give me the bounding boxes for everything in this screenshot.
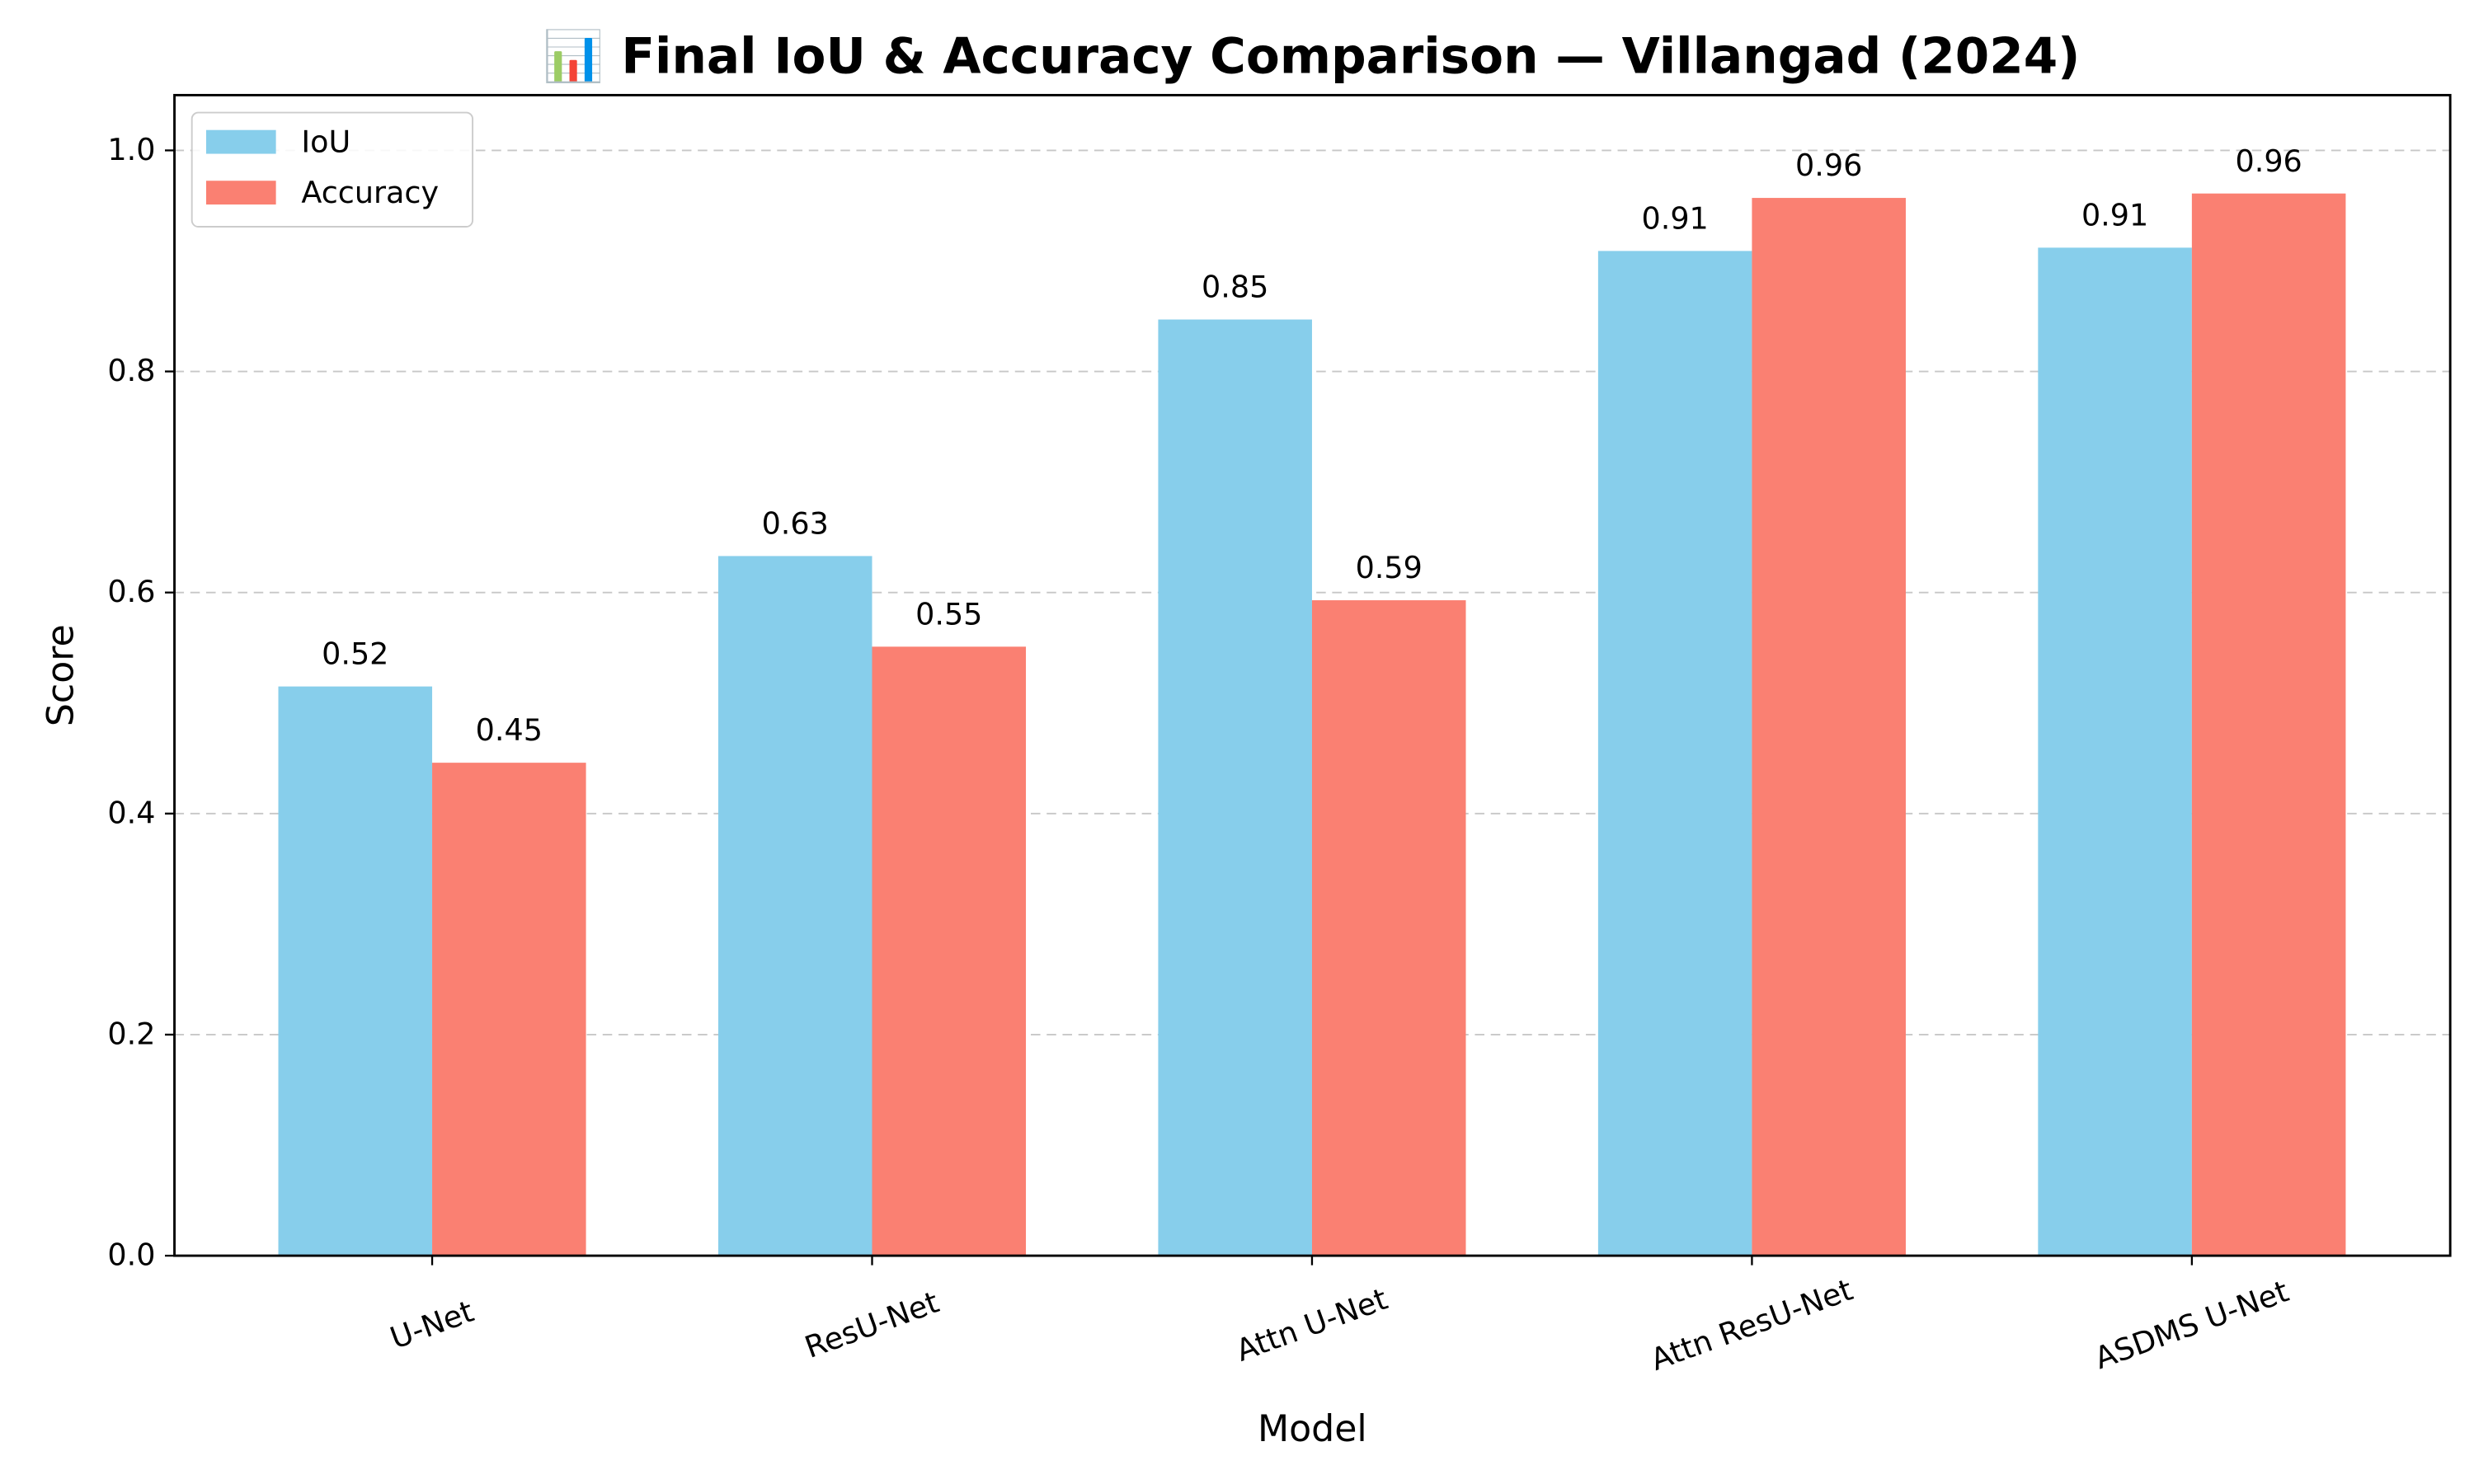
y-tick-label: 0.8 — [107, 353, 155, 388]
data-label: 0.96 — [2235, 143, 2302, 179]
x-tick-label: ResU-Net — [800, 1284, 943, 1365]
data-label: 0.85 — [1202, 270, 1268, 305]
y-tick-label: 0.2 — [107, 1016, 155, 1051]
x-tick-label: ASDMS U-Net — [2090, 1273, 2293, 1376]
y-axis-ticks: 0.0 0.2 0.4 0.6 0.8 1.0 — [107, 132, 175, 1273]
bar-iou-2 — [1158, 319, 1312, 1256]
bar-accuracy-0 — [432, 763, 586, 1256]
x-tick-label: U-Net — [385, 1294, 477, 1356]
bar-accuracy-4 — [2191, 193, 2346, 1256]
data-label: 0.63 — [762, 506, 829, 542]
y-axis-label: Score — [40, 624, 82, 726]
legend: IoU Accuracy — [190, 111, 474, 228]
data-labels: 0.52 0.63 0.85 0.91 0.91 0.45 0.55 0.59 0.96 0.96 — [322, 143, 2302, 748]
chart-title: 📊 Final IoU & Accuracy Comparison — Vill… — [543, 27, 2080, 85]
bar-accuracy-1 — [872, 646, 1027, 1256]
data-label: 0.59 — [1356, 550, 1423, 585]
y-tick-label: 1.0 — [107, 132, 155, 167]
data-label: 0.55 — [915, 596, 982, 632]
data-label: 0.52 — [322, 636, 388, 672]
x-tick-label: Attn ResU-Net — [1646, 1272, 1857, 1378]
data-label: 0.45 — [476, 712, 543, 748]
bar-iou-4 — [2038, 247, 2192, 1256]
data-label: 0.91 — [2081, 197, 2148, 232]
bar-iou-0 — [278, 686, 433, 1256]
legend-swatch — [206, 181, 276, 205]
data-label: 0.96 — [1795, 148, 1862, 183]
y-tick-label: 0.0 — [107, 1237, 155, 1273]
bar-iou-1 — [717, 556, 872, 1256]
y-tick-label: 0.4 — [107, 795, 155, 830]
y-tick-label: 0.6 — [107, 574, 155, 609]
x-axis-ticks: U-Net ResU-Net Attn U-Net Attn ResU-Net ASDM… — [385, 1256, 2293, 1378]
x-axis-label: Model — [1258, 1408, 1367, 1450]
x-tick-label: Attn U-Net — [1231, 1281, 1392, 1369]
bar-iou-3 — [1597, 251, 1752, 1256]
legend-label: Accuracy — [301, 175, 439, 210]
bars — [278, 193, 2346, 1256]
legend-swatch — [206, 129, 276, 154]
bar-accuracy-3 — [1752, 198, 1906, 1256]
bar-accuracy-2 — [1311, 600, 1466, 1256]
data-label: 0.91 — [1641, 200, 1708, 236]
legend-label: IoU — [301, 124, 350, 160]
